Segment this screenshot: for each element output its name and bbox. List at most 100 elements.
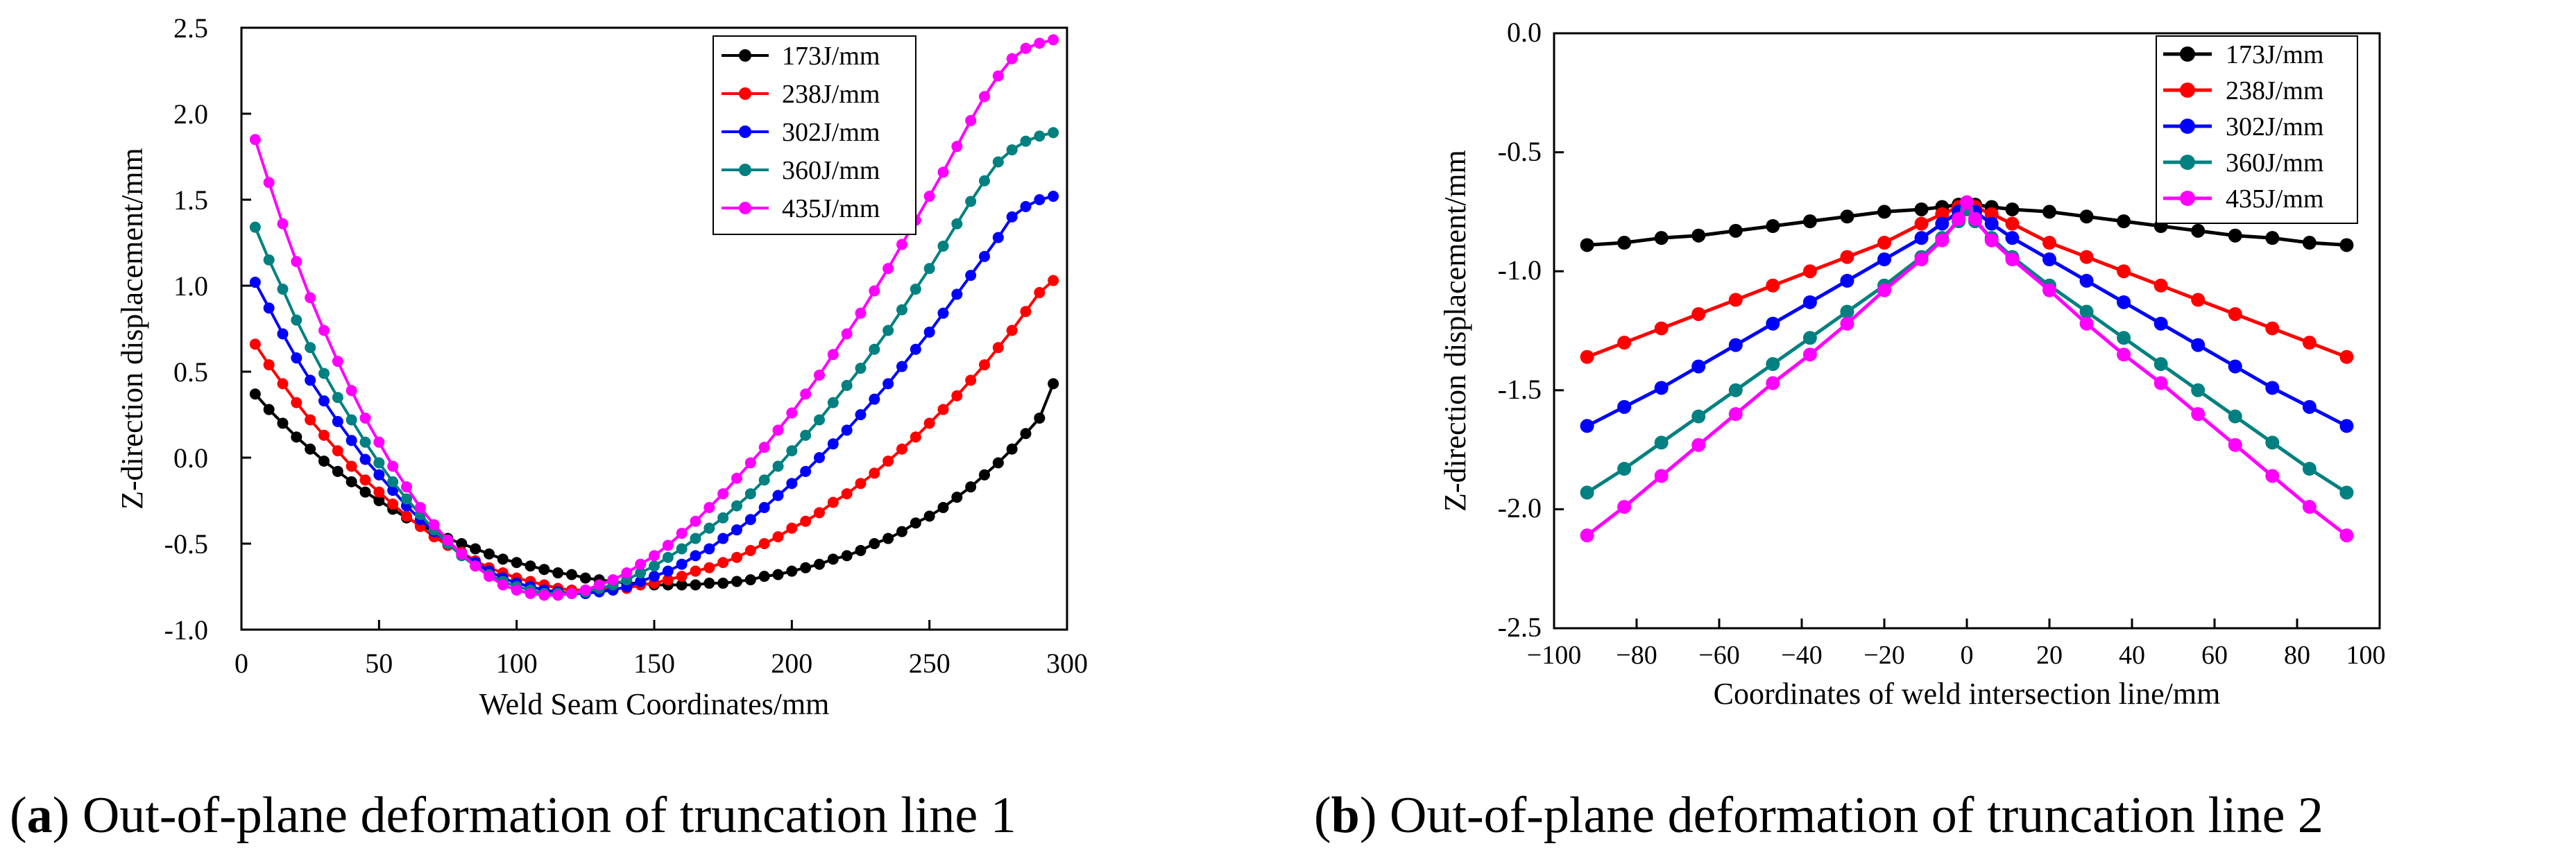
chart-a-data-point — [1034, 37, 1046, 49]
chart-a-data-point — [1020, 135, 1032, 147]
chart-b-data-point — [1654, 381, 1669, 395]
chart-a-xtick-label: 250 — [909, 648, 950, 679]
chart-b-data-point — [2191, 293, 2206, 307]
chart-b-ylabel: Z-direction displacement/mm — [1438, 150, 1472, 512]
chart-b-data-point — [1728, 293, 1743, 307]
chart-a-data-point — [772, 569, 784, 580]
chart-a-data-point — [291, 314, 302, 326]
chart-b-data-point — [1802, 264, 1817, 279]
chart-a-ytick-label: 1.0 — [173, 270, 208, 302]
chart-b-data-point — [1617, 499, 1632, 514]
chart-b-data-point — [1654, 469, 1669, 483]
chart-a-legend-label-1: 173J/mm — [782, 42, 880, 71]
chart-b-legend: 173J/mm 238J/mm 302J/mm 360J/mm 435J/mm — [2156, 35, 2358, 224]
chart-b-data-point — [1840, 250, 1854, 264]
chart-b-ytick-label: -2.5 — [1498, 612, 1542, 643]
chart-b-data-point — [2339, 528, 2354, 543]
chart-a-data-point — [291, 352, 302, 364]
chart-a-data-point — [827, 397, 839, 408]
chart-b-data-point — [2117, 331, 2131, 345]
chart-a-data-point — [882, 325, 894, 336]
chart-b-data-point — [1877, 205, 1891, 219]
chart-b-data-point — [2302, 236, 2317, 250]
chart-b-data-point — [2117, 264, 2131, 279]
chart-a-data-point — [318, 325, 330, 336]
chart-a-data-point — [965, 196, 977, 207]
chart-a-data-point — [910, 343, 921, 355]
chart-b-data-point — [1984, 233, 1999, 248]
caption-b-text: Out-of-plane deformation of truncation l… — [1376, 787, 2323, 844]
chart-b-xtick-label: 0 — [1961, 641, 1974, 670]
chart-b-data-point — [1580, 528, 1594, 543]
chart-a-data-point — [249, 338, 261, 350]
chart-a-data-point — [855, 307, 867, 319]
chart-b-data-point — [2005, 252, 2020, 267]
chart-b-legend-swatch-marker — [2180, 46, 2195, 62]
chart-a-data-point — [758, 571, 770, 582]
chart-b-xtick-label: −40 — [1781, 641, 1822, 670]
chart-a-data-point — [717, 578, 729, 589]
chart-b-data-point — [2302, 336, 2317, 350]
chart-a-data-point — [346, 476, 357, 487]
chart-a-data-point — [690, 565, 701, 577]
chart-a-data-point — [332, 356, 343, 368]
chart-a-data-point — [703, 578, 715, 589]
chart-a-data-point — [332, 392, 343, 404]
chart-a-data-point — [800, 562, 812, 573]
chart-a-data-point — [1020, 42, 1032, 54]
chart-a-data-point — [951, 492, 963, 503]
chart-b-data-point — [1766, 376, 1780, 390]
chart-b-xtick-label: −80 — [1616, 641, 1657, 670]
chart-a-series — [249, 34, 1059, 601]
chart-a-data-point — [869, 393, 880, 405]
chart-a-legend-label-2: 238J/mm — [782, 80, 880, 109]
chart-a-data-point — [1006, 211, 1018, 223]
chart-b-data-point — [1691, 306, 1706, 321]
chart-a-data-point — [579, 572, 591, 584]
chart-a-data-point — [937, 166, 949, 178]
chart-a-xtick-label: 200 — [771, 648, 812, 679]
chart-b-data-point — [1617, 236, 1632, 250]
chart-a-data-point — [841, 379, 853, 391]
chart-b-data-point — [1766, 218, 1780, 233]
chart-a-ylabel: Z-direction displacement/mm — [115, 148, 149, 510]
chart-a-data-point — [291, 256, 302, 268]
chart-a-data-point — [992, 342, 1004, 354]
chart-a-data-point — [827, 349, 839, 361]
chart-a-data-point — [263, 177, 275, 189]
chart-b-data-point — [2042, 236, 2056, 250]
chart-a-data-point — [263, 302, 275, 314]
chart-b-series — [1580, 195, 2354, 543]
chart-a-data-point — [524, 587, 536, 599]
chart-a-data-point — [690, 515, 701, 527]
chart-b-data-point — [1840, 209, 1854, 224]
chart-a-data-point — [965, 374, 977, 386]
chart-a-data-point — [497, 579, 509, 591]
chart-a-data-point — [703, 522, 715, 534]
chart-b-data-point — [1766, 278, 1780, 293]
chart-a-data-point — [676, 558, 688, 570]
chart-a-data-point — [772, 531, 784, 543]
chart-a-data-point — [346, 414, 357, 426]
chart-a-legend-swatch-marker — [739, 202, 751, 214]
chart-a-data-point — [277, 417, 289, 429]
chart-b-legend-label-3: 302J/mm — [2226, 112, 2323, 141]
chart-a-data-point — [373, 495, 385, 506]
chart-b-data-point — [2191, 407, 2206, 422]
chart-b-data-point — [2079, 250, 2094, 264]
chart-b-data-point — [1728, 223, 1743, 238]
chart-b-data-point — [2005, 231, 2020, 245]
chart-a-data-point — [511, 557, 522, 569]
chart-b-data-point — [2265, 321, 2280, 336]
chart-a-data-point — [827, 496, 839, 508]
chart-b-data-point — [2191, 338, 2206, 352]
chart-a-data-point — [552, 589, 564, 601]
chart-a-data-point — [524, 560, 536, 572]
chart-a-data-point — [758, 501, 770, 513]
chart-a-data-point — [263, 254, 275, 266]
chart-b-ytick-label: 0.0 — [1507, 17, 1542, 48]
chart-b-legend-swatch-marker — [2180, 155, 2195, 170]
chart-b-xtick-label: −100 — [1527, 641, 1581, 670]
chart-a-data-point — [965, 270, 977, 282]
chart-a-data-point — [346, 385, 357, 397]
